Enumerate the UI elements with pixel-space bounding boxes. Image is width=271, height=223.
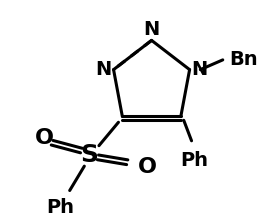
Text: Ph: Ph (180, 151, 208, 169)
Text: N: N (143, 21, 160, 39)
Text: N: N (95, 60, 112, 79)
Text: S: S (80, 143, 98, 167)
Text: O: O (35, 128, 54, 148)
Text: N: N (192, 60, 208, 79)
Text: Bn: Bn (230, 50, 258, 69)
Text: Ph: Ph (46, 198, 74, 217)
Text: O: O (138, 157, 157, 177)
